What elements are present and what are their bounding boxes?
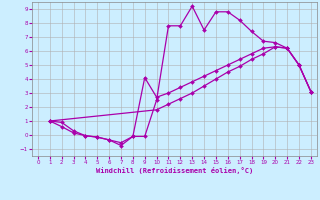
X-axis label: Windchill (Refroidissement éolien,°C): Windchill (Refroidissement éolien,°C) bbox=[96, 167, 253, 174]
